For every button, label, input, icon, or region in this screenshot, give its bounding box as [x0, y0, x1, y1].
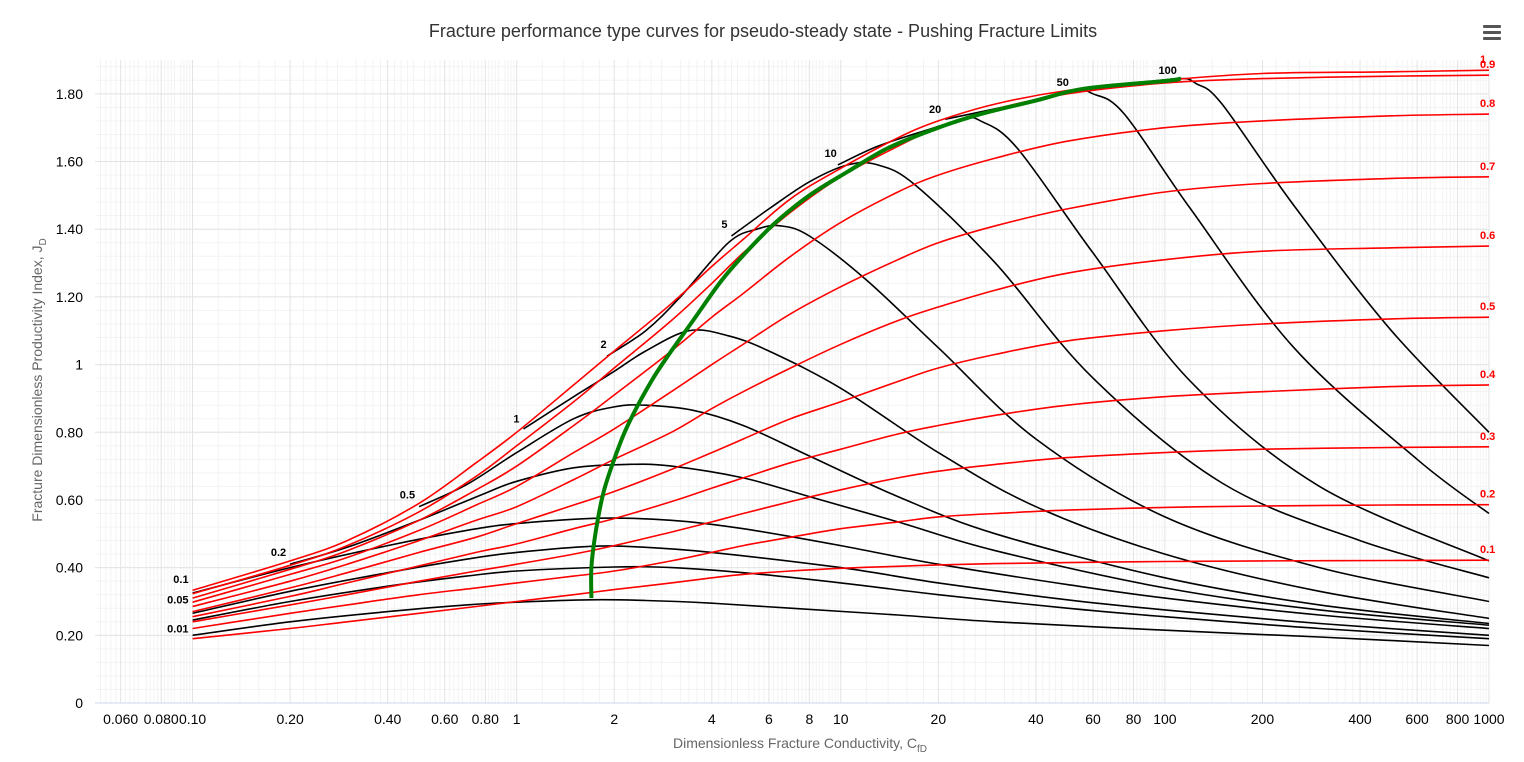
red-curve-label: 0.6 [1480, 230, 1495, 242]
x-tick-label: 40 [1028, 711, 1044, 727]
chart-title: Fracture performance type curves for pse… [429, 21, 1097, 41]
major-grid [95, 60, 1490, 704]
black-curve-label: 5 [721, 219, 727, 231]
y-tick-label: 0.60 [56, 492, 83, 508]
green-limit-curve [589, 76, 1182, 599]
x-tick-label: 0.060 [103, 711, 138, 727]
red-curve [192, 176, 1490, 603]
black-curve-label: 0.05 [167, 595, 188, 607]
y-axis-title: Fracture Dimensionless Productivity Inde… [29, 238, 49, 521]
x-tick-label: 400 [1348, 711, 1372, 727]
minor-grid [95, 60, 1489, 704]
x-tick-label: 0.40 [374, 711, 401, 727]
x-tick-label: 1 [513, 711, 521, 727]
red-curve-label: 0.1 [1480, 544, 1495, 556]
x-axis-title-main: Dimensionless Fracture Conductivity, C [673, 735, 917, 751]
menu-icon-bar [1483, 37, 1501, 40]
black-curve [731, 161, 1490, 579]
menu-icon-bar [1483, 31, 1501, 34]
black-curve-label: 100 [1158, 65, 1176, 77]
y-axis-title-sub: D [38, 238, 49, 245]
x-tick-label: 1000 [1473, 711, 1504, 727]
red-curve [192, 316, 1490, 613]
red-curve-label: 0.7 [1480, 161, 1495, 173]
x-tick-label: 100 [1153, 711, 1177, 727]
x-tick-label: 20 [931, 711, 947, 727]
black-curve [192, 517, 1490, 630]
red-curve [192, 503, 1490, 630]
y-axis-ticks: 0 0.20 0.40 0.60 0.80 1 1.20 1.40 1.60 1.80 [56, 86, 83, 711]
x-tick-label: 0.20 [277, 711, 304, 727]
black-curve-label: 0.01 [167, 623, 188, 635]
black-curve-label: 10 [825, 148, 837, 160]
black-curve-label: 0.2 [271, 547, 286, 559]
black-curve-label: 0.5 [400, 490, 415, 502]
black-curve [418, 404, 1490, 625]
black-curve [523, 329, 1490, 620]
red-curve-label: 0.4 [1480, 369, 1496, 381]
x-tick-label: 2 [610, 711, 618, 727]
red-curve-label: 0.9 [1480, 59, 1495, 71]
series-layer [192, 69, 1490, 647]
black-curve-label: 50 [1057, 77, 1069, 89]
x-tick-label: 0.10 [179, 711, 206, 727]
menu-icon-bar [1483, 25, 1501, 28]
red-curve-label: 0.5 [1480, 301, 1495, 313]
curve-labels: 10.90.80.70.60.50.40.30.20.10.10.050.010… [167, 54, 1496, 635]
x-tick-label: 0.080 [144, 711, 179, 727]
x-tick-label: 4 [708, 711, 716, 727]
x-tick-label: 600 [1405, 711, 1429, 727]
y-axis-title-main: Fracture Dimensionless Productivity Inde… [29, 246, 45, 522]
y-tick-label: 0.20 [56, 627, 83, 643]
black-curve [289, 463, 1490, 626]
y-tick-label: 1.60 [56, 154, 83, 170]
red-curve [192, 384, 1490, 618]
black-curve [192, 598, 1490, 647]
red-curve-label: 1 [1480, 54, 1486, 66]
x-tick-label: 80 [1126, 711, 1142, 727]
black-curve-label: 20 [929, 104, 941, 116]
x-tick-label: 6 [765, 711, 773, 727]
black-curve-label: 1 [513, 413, 519, 425]
y-tick-label: 1.40 [56, 221, 83, 237]
y-tick-label: 1 [75, 357, 83, 373]
red-curve-label: 0.2 [1480, 489, 1495, 501]
x-tick-label: 200 [1251, 711, 1275, 727]
y-tick-label: 0.40 [56, 560, 83, 576]
black-curve [606, 224, 1490, 603]
red-curve [192, 113, 1490, 599]
chart-menu-button[interactable] [1478, 22, 1506, 46]
x-tick-label: 60 [1085, 711, 1101, 727]
y-tick-label: 0.80 [56, 424, 83, 440]
red-curve-label: 0.8 [1480, 98, 1495, 110]
x-tick-label: 10 [833, 711, 849, 727]
black-curve [837, 116, 1490, 562]
y-tick-label: 0 [75, 695, 83, 711]
red-curve-label: 0.3 [1480, 431, 1495, 443]
y-tick-label: 1.20 [56, 289, 83, 305]
red-curve [192, 446, 1490, 623]
y-tick-label: 1.80 [56, 86, 83, 102]
x-tick-label: 0.60 [431, 711, 458, 727]
x-axis-ticks: 0.060 0.080 0.10 0.20 0.40 0.60 0.80 1 2 4 6 8 10 20 4… [103, 711, 1505, 727]
black-curve-label: 0.1 [173, 574, 188, 586]
x-tick-label: 800 [1446, 711, 1470, 727]
black-curve-label: 2 [601, 339, 607, 351]
x-axis-title-sub: fD [917, 744, 927, 755]
x-tick-label: 8 [805, 711, 813, 727]
x-axis-title: Dimensionless Fracture Conductivity, CfD [673, 735, 927, 755]
x-tick-label: 0.80 [472, 711, 499, 727]
red-curve [192, 559, 1490, 640]
red-curve [192, 245, 1490, 608]
